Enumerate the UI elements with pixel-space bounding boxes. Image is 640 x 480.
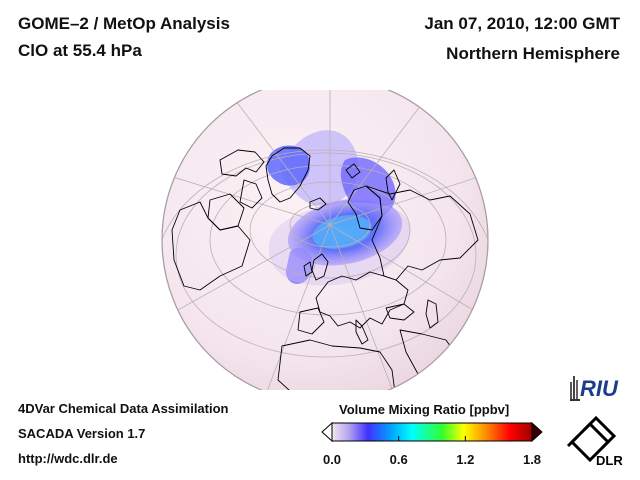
colorbar-title: Volume Mixing Ratio [ppbv] (339, 402, 510, 417)
coast-siberia (365, 185, 479, 281)
coast-canada-islands (239, 179, 263, 209)
colorbar-gradient (331, 422, 533, 442)
coast-iberia (297, 307, 325, 335)
species-title: ClO at 55.4 hPa (18, 41, 142, 60)
colorbar-min-arrow (321, 421, 333, 443)
coast-europe (315, 271, 409, 329)
coast-novaya-zemlya (385, 169, 401, 201)
coast-north-america (171, 201, 251, 291)
riu-logo-text: RIU (580, 376, 619, 401)
coast-canada-arctic (219, 149, 265, 177)
footer-system-label: 4DVar Chemical Data Assimilation (18, 401, 229, 416)
dlr-logo: DLR (566, 415, 623, 468)
coast-africa (277, 339, 397, 390)
coast-svalbard (345, 163, 361, 179)
colorbar-tick-0: 0.0 (322, 452, 342, 467)
coast-greenland (265, 147, 311, 203)
coast-iceland (309, 197, 327, 211)
footer-version-label: SACADA Version 1.7 (18, 426, 146, 441)
coast-black-sea (385, 303, 415, 321)
coast-ireland (303, 261, 313, 277)
colorbar (321, 421, 543, 443)
coast-caspian (425, 299, 439, 329)
clo-vortex-plume (266, 130, 410, 286)
product-title: GOME–2 / MetOp Analysis (18, 14, 230, 33)
colorbar-tick-1: 0.6 (389, 452, 408, 467)
region-label: Northern Hemisphere (446, 44, 620, 63)
datetime-label: Jan 07, 2010, 12:00 GMT (424, 14, 620, 33)
dlr-logo-text: DLR (596, 453, 623, 468)
colorbar-max-arrow (531, 421, 543, 443)
riu-logo: RIU (570, 376, 619, 401)
colorbar-tick-3: 1.8 (522, 452, 542, 467)
colorbar-tick-2: 1.2 (456, 452, 475, 467)
footer-url-link[interactable]: http://wdc.dlr.de (18, 451, 118, 466)
northern-hemisphere-globe-map (161, 90, 489, 390)
plume-halo (268, 202, 410, 286)
coast-italy (355, 319, 369, 345)
